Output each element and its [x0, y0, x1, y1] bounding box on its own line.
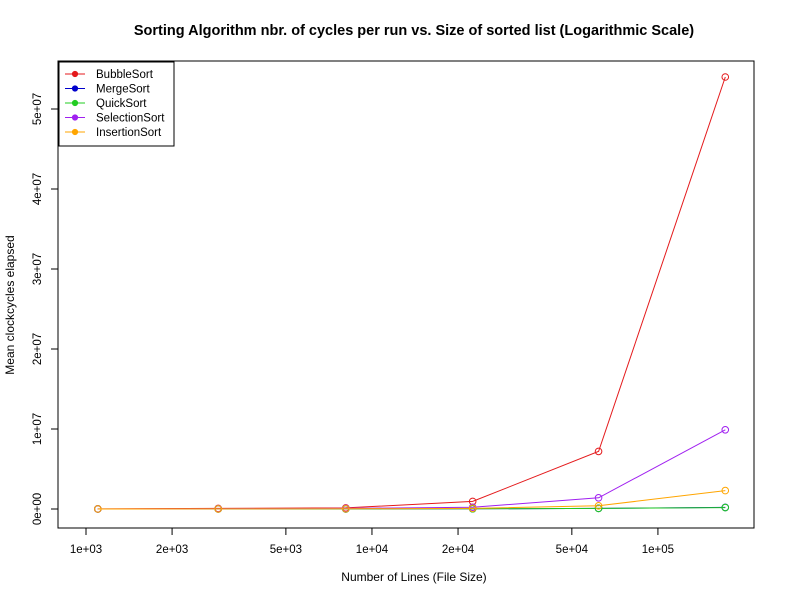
- data-point: [594, 494, 603, 502]
- series-bubblesort: [94, 73, 730, 513]
- legend: BubbleSort MergeSort QuickSort SelectionSor…: [58, 61, 175, 147]
- legend-item: MergeSort: [65, 84, 150, 96]
- series-line: [97, 429, 726, 510]
- x-tick-label: 1e+03: [70, 544, 102, 556]
- y-tick-label: 3e+07: [32, 253, 44, 285]
- series-layer: [94, 73, 730, 513]
- y-tick-label: 0e+00: [32, 493, 44, 525]
- data-point: [214, 505, 223, 513]
- x-axis-label: Number of Lines (File Size): [341, 570, 486, 584]
- data-point: [94, 505, 102, 513]
- legend-marker: [71, 70, 79, 78]
- series-line: [97, 490, 726, 510]
- legend-item: QuickSort: [65, 98, 147, 110]
- legend-item: BubbleSort: [65, 69, 154, 81]
- data-point: [721, 503, 730, 512]
- legend-item: InsertionSort: [65, 127, 162, 139]
- legend-label: InsertionSort: [96, 127, 162, 139]
- data-point: [341, 504, 350, 513]
- series-insertionsort: [94, 486, 730, 513]
- y-axis-label: Mean clockcycles elapsed: [3, 235, 17, 374]
- legend-item: SelectionSort: [65, 113, 165, 125]
- x-tick-label: 2e+04: [442, 544, 475, 556]
- legend-marker: [71, 114, 79, 121]
- legend-marker: [71, 99, 79, 107]
- data-point: [721, 486, 730, 495]
- legend-label: SelectionSort: [96, 113, 165, 125]
- legend-label: QuickSort: [96, 98, 147, 110]
- legend-marker: [71, 128, 79, 136]
- series-line: [97, 76, 726, 510]
- legend-label: MergeSort: [96, 84, 150, 96]
- x-tick-label: 1e+05: [642, 544, 674, 556]
- series-selectionsort: [94, 426, 730, 513]
- y-tick-label: 2e+07: [32, 333, 44, 365]
- data-point: [721, 426, 730, 434]
- y-tick-label: 4e+07: [32, 173, 44, 205]
- y-tick-label: 1e+07: [32, 413, 44, 445]
- x-axis: 1e+03 2e+03 5e+03 1e+04 2e+04 5e+04 1e+05: [70, 527, 674, 556]
- x-tick-label: 2e+03: [156, 544, 188, 556]
- data-point: [594, 447, 603, 456]
- data-point: [594, 504, 603, 513]
- data-point: [721, 73, 730, 81]
- x-tick-label: 5e+04: [556, 544, 589, 556]
- y-axis: 0e+00 1e+07 2e+07 3e+07 4e+07 5e+07: [32, 93, 59, 525]
- data-point: [468, 504, 477, 513]
- legend-label: BubbleSort: [96, 69, 154, 81]
- data-point: [594, 502, 603, 510]
- y-tick-label: 5e+07: [32, 93, 44, 125]
- x-tick-label: 1e+04: [356, 544, 389, 556]
- chart-title: Sorting Algorithm nbr. of cycles per run…: [134, 23, 694, 39]
- legend-marker: [71, 85, 79, 92]
- x-tick-label: 5e+03: [270, 544, 302, 556]
